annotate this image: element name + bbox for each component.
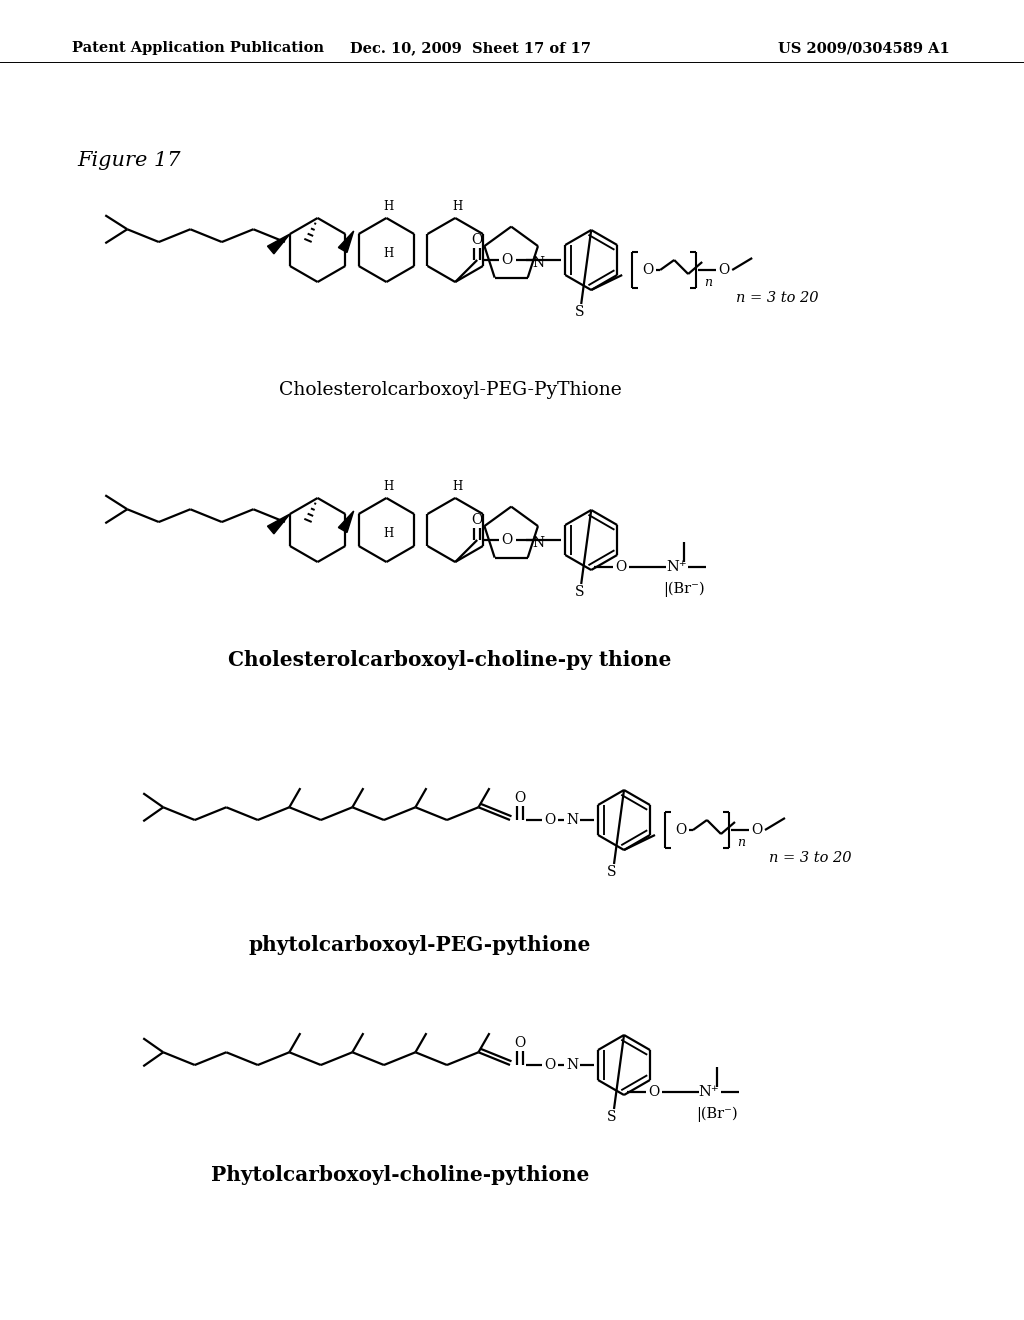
Text: Figure 17: Figure 17 xyxy=(77,150,180,169)
Text: N⁺: N⁺ xyxy=(698,1085,719,1100)
Polygon shape xyxy=(267,234,290,253)
Text: O: O xyxy=(472,234,483,247)
Polygon shape xyxy=(267,513,290,533)
Text: H: H xyxy=(452,201,462,214)
Text: Cholesterolcarboxoyl-choline-py thione: Cholesterolcarboxoyl-choline-py thione xyxy=(228,649,672,671)
Text: n = 3 to 20: n = 3 to 20 xyxy=(769,851,852,865)
Text: N: N xyxy=(532,536,545,550)
Text: N: N xyxy=(566,813,579,828)
Text: n = 3 to 20: n = 3 to 20 xyxy=(736,290,818,305)
Polygon shape xyxy=(338,231,353,252)
Text: O: O xyxy=(502,533,513,546)
Text: S: S xyxy=(607,1110,616,1125)
Text: N: N xyxy=(532,256,545,271)
Text: O: O xyxy=(545,1059,556,1072)
Text: N: N xyxy=(566,1059,579,1072)
Text: |(Br⁻): |(Br⁻) xyxy=(696,1106,738,1122)
Text: O: O xyxy=(642,263,653,277)
Text: Patent Application Publication: Patent Application Publication xyxy=(72,41,324,55)
Text: US 2009/0304589 A1: US 2009/0304589 A1 xyxy=(778,41,950,55)
Text: H: H xyxy=(383,201,393,214)
Text: O: O xyxy=(472,513,483,527)
Text: Dec. 10, 2009  Sheet 17 of 17: Dec. 10, 2009 Sheet 17 of 17 xyxy=(349,41,591,55)
Text: O: O xyxy=(615,560,627,574)
Text: H: H xyxy=(383,480,393,494)
Text: H: H xyxy=(383,247,393,260)
Text: phytolcarboxoyl-PEG-pythione: phytolcarboxoyl-PEG-pythione xyxy=(249,935,591,954)
Text: O: O xyxy=(545,813,556,828)
Text: S: S xyxy=(574,305,584,319)
Text: O: O xyxy=(752,822,763,837)
Text: Phytolcarboxoyl-choline-pythione: Phytolcarboxoyl-choline-pythione xyxy=(211,1166,589,1185)
Text: O: O xyxy=(676,822,687,837)
Text: O: O xyxy=(502,253,513,267)
Text: H: H xyxy=(383,527,393,540)
Text: Cholesterolcarboxoyl-PEG-PyThione: Cholesterolcarboxoyl-PEG-PyThione xyxy=(279,381,622,399)
Text: O: O xyxy=(514,1036,525,1049)
Text: H: H xyxy=(452,480,462,494)
Text: S: S xyxy=(607,865,616,879)
Text: O: O xyxy=(514,791,525,805)
Text: S: S xyxy=(574,585,584,599)
Text: O: O xyxy=(648,1085,659,1100)
Text: n: n xyxy=(705,276,712,289)
Text: O: O xyxy=(719,263,730,277)
Text: N⁺: N⁺ xyxy=(666,560,686,574)
Text: |(Br⁻): |(Br⁻) xyxy=(664,581,705,597)
Text: n: n xyxy=(737,836,745,849)
Polygon shape xyxy=(338,511,353,532)
